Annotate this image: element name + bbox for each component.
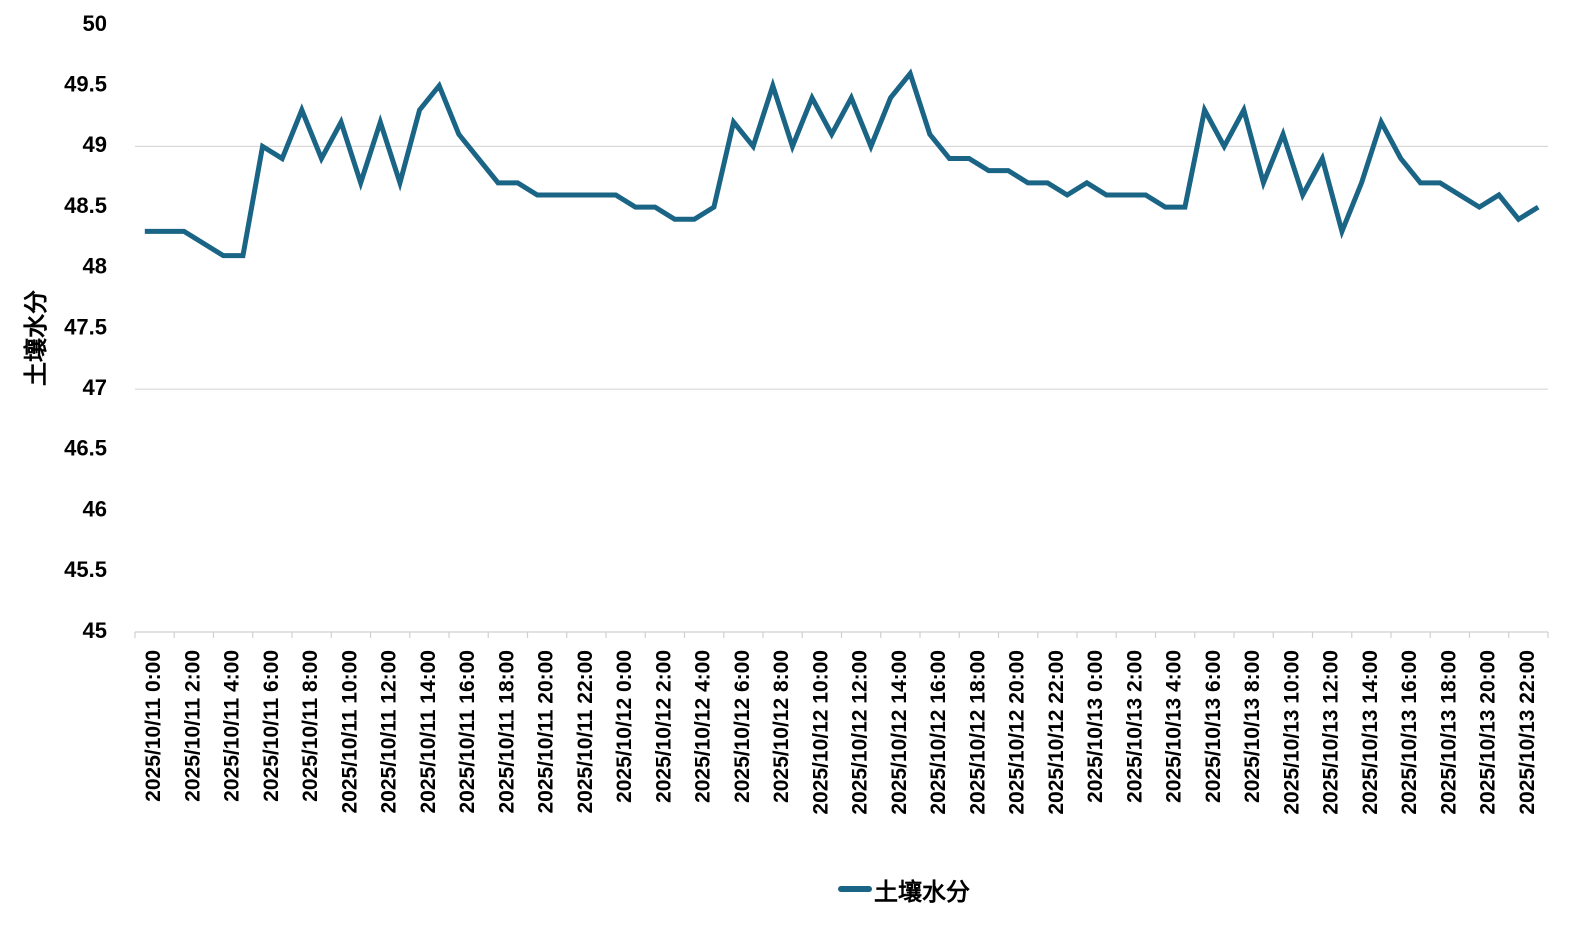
x-tick-label: 2025/10/12 16:00 — [927, 650, 950, 815]
series-layer — [144, 68, 1540, 259]
y-axis-ticks: 45 45.5 46 46.5 47 47.5 48 48.5 49 49.5 50 — [64, 11, 107, 643]
gridlines — [135, 145, 1548, 390]
y-tick-label: 46 — [83, 496, 107, 521]
y-tick-label: 46.5 — [64, 436, 107, 461]
x-tick-label: 2025/10/12 12:00 — [849, 650, 872, 815]
x-tick-label: 2025/10/13 22:00 — [1516, 650, 1539, 815]
y-tick-label: 45.5 — [64, 557, 107, 582]
x-tick-label: 2025/10/11 6:00 — [260, 650, 283, 802]
x-tick-label: 2025/10/12 14:00 — [888, 650, 911, 815]
x-tick-label: 2025/10/13 8:00 — [1241, 650, 1264, 803]
y-tick-label: 48 — [83, 254, 107, 279]
x-tick-label: 2025/10/11 2:00 — [181, 650, 204, 802]
legend-swatch — [838, 886, 872, 892]
y-tick-label: 50 — [83, 11, 107, 36]
x-tick-label: 2025/10/11 4:00 — [221, 650, 244, 802]
y-axis-label: 土壤水分 — [22, 290, 50, 386]
x-tick-label: 2025/10/12 8:00 — [770, 650, 793, 803]
x-tick-label: 2025/10/12 4:00 — [692, 650, 715, 803]
y-tick-label: 49.5 — [64, 72, 107, 97]
x-tick-label: 2025/10/12 0:00 — [613, 650, 636, 803]
x-tick-label: 2025/10/13 18:00 — [1437, 650, 1460, 815]
x-tick-label: 2025/10/12 2:00 — [652, 650, 675, 803]
x-tick-label: 2025/10/11 20:00 — [535, 650, 558, 814]
y-tick-label: 45 — [83, 618, 107, 643]
x-tick-label: 2025/10/11 14:00 — [417, 650, 440, 814]
y-tick-label: 47 — [83, 375, 107, 400]
x-tick-label: 2025/10/12 18:00 — [966, 650, 989, 815]
legend: 土壤水分 — [838, 872, 970, 906]
x-tick-label: 2025/10/11 10:00 — [338, 650, 361, 814]
x-tick-label: 2025/10/11 22:00 — [574, 650, 597, 814]
x-tick-label: 2025/10/13 10:00 — [1280, 650, 1303, 815]
series-line — [144, 68, 1540, 259]
x-tick-label: 2025/10/11 18:00 — [495, 650, 518, 814]
x-tick-label: 2025/10/13 0:00 — [1084, 650, 1107, 803]
x-tick-label: 2025/10/13 4:00 — [1163, 650, 1186, 803]
y-tick-label: 48.5 — [64, 193, 107, 218]
y-tick-label: 49 — [83, 132, 107, 157]
legend-label: 土壤水分 — [874, 877, 970, 906]
x-tick-label: 2025/10/13 14:00 — [1359, 650, 1382, 815]
y-tick-label: 47.5 — [64, 314, 107, 339]
x-tick-label: 2025/10/11 12:00 — [378, 650, 401, 814]
x-tick-label: 2025/10/13 6:00 — [1202, 650, 1225, 803]
x-axis — [134, 631, 1549, 638]
x-tick-label: 2025/10/13 20:00 — [1477, 650, 1500, 815]
x-tick-label: 2025/10/11 0:00 — [142, 650, 165, 802]
x-tick-label: 2025/10/12 20:00 — [1006, 650, 1029, 815]
x-axis-ticks: 2025/10/11 0:00 2025/10/11 2:00 2025/10/11… — [142, 650, 1539, 815]
x-tick-label: 2025/10/12 6:00 — [731, 650, 754, 803]
x-tick-label: 2025/10/12 22:00 — [1045, 650, 1068, 815]
x-tick-label: 2025/10/13 12:00 — [1320, 650, 1343, 815]
x-tick-label: 2025/10/12 10:00 — [809, 650, 832, 815]
x-tick-label: 2025/10/11 8:00 — [299, 650, 322, 802]
x-tick-label: 2025/10/11 16:00 — [456, 650, 479, 814]
x-tick-label: 2025/10/13 16:00 — [1398, 650, 1421, 815]
x-tick-label: 2025/10/13 2:00 — [1123, 650, 1146, 803]
